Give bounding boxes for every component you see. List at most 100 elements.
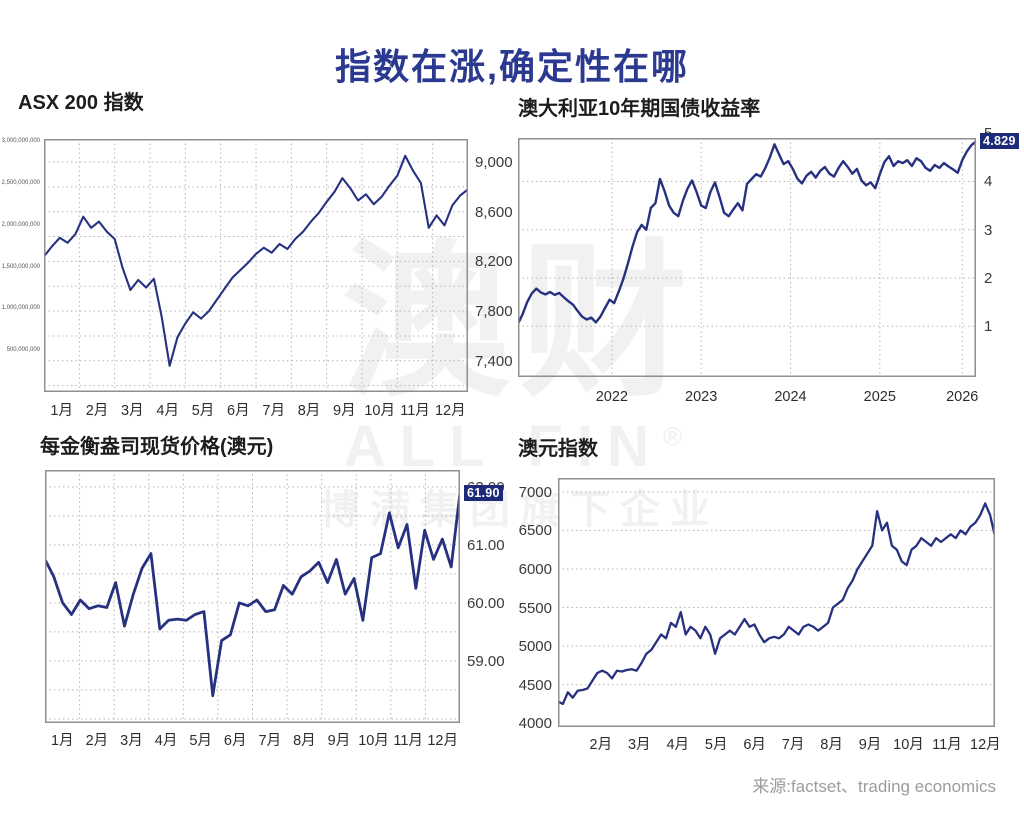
axis-tick-label: 2月: [85, 733, 109, 749]
axis-tick-label: 4500: [518, 676, 552, 694]
chart-title-spot-price: 每金衡盎司现货价格(澳元): [40, 436, 274, 458]
line-series: [43, 491, 462, 698]
axis-tick-label: 4月: [154, 733, 178, 749]
axis-tick-label: 2022: [595, 389, 629, 405]
axis-tick-label: 2024: [774, 389, 807, 405]
chart-title-asx200: ASX 200 指数: [18, 92, 144, 114]
axis-tick-label: 60.00: [467, 594, 505, 612]
chart-title-aud-index: 澳元指数: [518, 438, 598, 460]
axis-tick-label: 9月: [333, 403, 356, 419]
axis-tick-label: 7月: [262, 403, 285, 419]
axis-tick-label: 7月: [781, 737, 805, 753]
axis-tick-label: 5月: [704, 737, 728, 753]
axis-tick-label: 2023: [685, 389, 718, 405]
axis-tick-label: 4月: [666, 737, 690, 753]
axis-tick-label: 1,500,000,000: [1, 263, 40, 270]
axis-tick-label: 1,000,000,000: [1, 305, 40, 312]
axis-tick-label: 12月: [427, 733, 459, 749]
axis-tick-label: 11月: [400, 403, 430, 419]
aud-index-plot-area: [556, 478, 997, 727]
axis-tick-label: 6月: [227, 403, 250, 419]
axis-tick-label: 2月: [589, 737, 613, 753]
axis-tick-label: 3,000,000,000: [1, 138, 40, 145]
axis-tick-label: 8,200: [475, 253, 513, 271]
asx200-chart-panel: ASX 200 指数 3,000,000,000 2,500,000,000 2,0…: [0, 84, 518, 430]
axis-tick-label: 7,400: [475, 352, 513, 370]
axis-tick-label: 10月: [893, 737, 924, 753]
watermark-cn-logo: 澳财: [342, 228, 698, 416]
axis-tick-label: 59.00: [467, 652, 505, 670]
asx200-right-axis-labels: 9,000 8,600 8,200 7,800 7,400: [473, 139, 519, 392]
axis-tick-label: 3: [984, 221, 993, 239]
axis-tick-label: 7000: [518, 483, 552, 501]
axis-tick-label: 9,000: [475, 153, 513, 171]
line-series: [42, 154, 470, 367]
axis-tick-label: 6500: [518, 522, 552, 540]
axis-tick-label: 2,000,000,000: [1, 222, 40, 229]
axis-tick-label: 8月: [293, 733, 316, 749]
bond-yield-last-value-badge: 4.829: [980, 133, 1019, 150]
axis-tick-label: 2026: [946, 389, 979, 405]
axis-tick-label: 4月: [156, 403, 179, 419]
axis-tick-label: 10月: [364, 403, 395, 419]
spot-price-x-axis-labels: 1月 2月 3月 4月 5月 6月 7月 8月 9月 10月 11月 12月: [45, 729, 460, 749]
line-series: [516, 140, 978, 326]
allfin-watermark: 澳财 ALL FIN® 博满集团旗下企业: [300, 238, 740, 530]
axis-tick-label: 9月: [858, 737, 882, 753]
axis-tick-label: 4000: [518, 715, 552, 733]
bond-yield-x-axis-labels: 2022 2023 2024 2025 2026: [518, 389, 979, 409]
spot-price-plot-area: [43, 470, 462, 723]
watermark-tagline: 博满集团旗下企业: [320, 488, 720, 532]
axis-tick-label: 5月: [191, 403, 215, 419]
axis-tick-label: 6月: [223, 733, 247, 749]
source-attribution: 来源:factset、trading economics: [752, 777, 996, 796]
plot-border: [518, 138, 976, 377]
axis-tick-label: 8月: [297, 403, 321, 419]
axis-tick-label: 1月: [51, 733, 74, 749]
spot-price-last-value-badge: 61.90: [464, 484, 503, 501]
asx200-plot-area: [42, 139, 470, 392]
axis-tick-label: 5000: [518, 638, 552, 656]
axis-tick-label: 11月: [932, 737, 962, 753]
chart-title-bond-yield: 澳大利亚10年期国债收益率: [518, 98, 761, 120]
asx200-left-axis-labels: 3,000,000,000 2,500,000,000 2,000,000,000 1…: [0, 138, 40, 392]
page-title: 指数在涨,确定性在哪: [334, 46, 689, 88]
bond-yield-right-axis-labels: 54321: [982, 125, 1022, 377]
axis-tick-label: 9月: [327, 733, 351, 749]
axis-tick-label: 12月: [970, 737, 1001, 753]
axis-tick-label: 61.00: [467, 536, 505, 554]
axis-tick-label: 5500: [518, 599, 552, 617]
asx200-x-axis-labels: 1月 2月 3月 4月 5月 6月 7月 8月 9月 10月 11月 12月: [44, 399, 468, 419]
bond-yield-plot-area: [516, 138, 978, 377]
axis-tick-label: 2025: [863, 389, 896, 405]
plot-border: [45, 470, 460, 723]
axis-tick-label: 4: [984, 173, 993, 191]
axis-tick-label: 3月: [121, 403, 144, 419]
line-series: [556, 502, 997, 706]
bond-yield-chart-panel: 澳大利亚10年期国债收益率 54321 20222023202420252026…: [516, 84, 1024, 430]
axis-tick-label: 2月: [85, 403, 109, 419]
axis-tick-label: 3月: [120, 733, 143, 749]
aud-index-chart-panel: 澳元指数 7000 6500 6000 5500 5000 4500 4000 2月 3月 4月…: [518, 430, 1024, 760]
axis-tick-label: 8月: [820, 737, 843, 753]
axis-tick-label: 12月: [434, 403, 466, 419]
aud-index-left-axis-labels: 7000 6500 6000 5500 5000 4500 4000: [512, 478, 552, 732]
watermark-en-logo: ALL FIN®: [343, 414, 697, 479]
axis-tick-label: 6000: [518, 560, 552, 578]
axis-tick-label: 6月: [743, 737, 766, 753]
axis-tick-label: 3月: [627, 737, 651, 753]
axis-tick-label: 500,000,000: [6, 347, 40, 353]
aud-index-x-axis-labels: 2月 3月 4月 5月 6月 7月 8月 9月 10月 11月 12月: [558, 733, 1001, 755]
axis-tick-label: 1: [984, 318, 993, 336]
axis-tick-label: 8,600: [475, 203, 513, 221]
registered-trademark-icon: ®: [663, 421, 697, 452]
plot-border: [558, 478, 995, 727]
axis-tick-label: 2,500,000,000: [1, 180, 40, 187]
axis-tick-label: 10月: [358, 733, 389, 749]
axis-tick-label: 7,800: [475, 303, 513, 321]
axis-tick-label: 5月: [189, 733, 212, 749]
axis-tick-label: 2: [984, 270, 993, 288]
axis-tick-label: 1月: [50, 403, 73, 419]
